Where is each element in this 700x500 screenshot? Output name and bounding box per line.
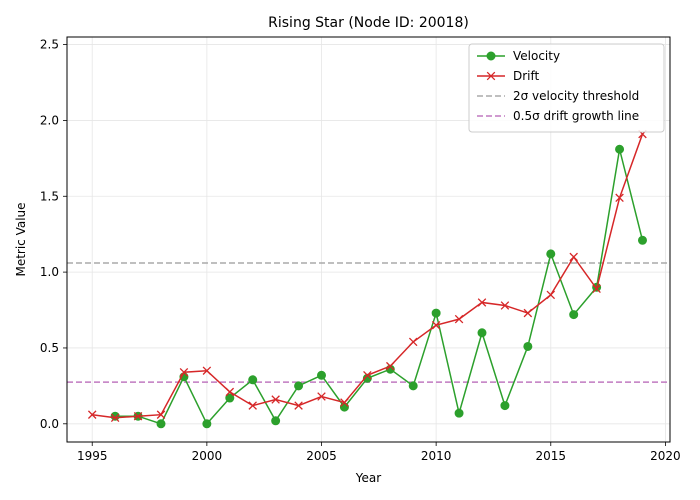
drift-point: [294, 401, 303, 410]
velocity-point: [248, 375, 258, 385]
velocity-point: [637, 235, 647, 245]
drift-point: [87, 410, 97, 419]
legend-label-0-5-drift-growth-line: 0.5σ drift growth line: [513, 109, 639, 123]
velocity-point: [110, 411, 120, 421]
y-tick-label: 1.5: [40, 189, 59, 203]
y-tick-label: 2.0: [40, 113, 59, 127]
legend-drift-point: [486, 71, 496, 81]
x-tick-label: 1995: [77, 449, 108, 463]
drift-point: [317, 392, 326, 401]
velocity-point: [408, 381, 418, 391]
drift-point: [248, 401, 257, 410]
drift-point: [477, 298, 487, 307]
x-tick-label: 2020: [650, 449, 681, 463]
drift-point: [271, 395, 280, 404]
x-axis-title: Year: [355, 471, 381, 485]
velocity-point: [156, 419, 166, 429]
drift-point: [340, 398, 349, 407]
drift-point: [408, 337, 418, 347]
velocity-series: [110, 144, 647, 429]
drift-point: [179, 367, 189, 377]
velocity-point: [431, 308, 441, 318]
y-axis-ticks: 0.0 0.5 1.0 1.5 2.0 2.5: [40, 38, 67, 431]
drift-point: [431, 320, 441, 330]
velocity-point: [362, 373, 372, 383]
y-axis-title: Metric Value: [14, 202, 28, 276]
drift-point: [454, 314, 464, 324]
drift-point: [202, 366, 212, 375]
y-tick-label: 1.0: [40, 265, 59, 279]
legend-box: [468, 43, 665, 133]
legend-label-2-velocity-threshold: 2σ velocity threshold: [513, 89, 639, 103]
drift-point: [363, 370, 372, 380]
velocity-point: [615, 144, 625, 154]
x-tick-label: 2000: [192, 449, 223, 463]
drift-point: [592, 284, 601, 294]
x-axis-ticks: 1995 2000 2005 2010 2015 2020: [77, 442, 681, 463]
legend-label-drift: Drift: [513, 69, 540, 83]
legend: Velocity Drift 2σ velocity threshold 0.5σ d…: [468, 43, 665, 133]
x-tick-label: 2005: [306, 449, 337, 463]
drift-point: [386, 361, 395, 371]
velocity-line: [115, 149, 644, 426]
velocity-point: [546, 249, 556, 259]
velocity-point: [569, 310, 579, 320]
drift-point: [615, 193, 624, 203]
velocity-point: [316, 370, 326, 380]
series-layer: [87, 129, 647, 429]
velocity-point: [294, 381, 304, 391]
drift-point: [500, 301, 510, 310]
legend-label-velocity: Velocity: [513, 49, 560, 63]
y-tick-label: 0.0: [40, 417, 59, 431]
legend-velocity-point: [486, 51, 496, 61]
velocity-point: [477, 328, 487, 338]
x-tick-label: 2010: [421, 449, 452, 463]
velocity-point: [523, 341, 533, 351]
drift-point: [156, 410, 166, 419]
drift-point: [523, 308, 533, 318]
velocity-point: [271, 416, 281, 426]
velocity-point: [202, 419, 212, 429]
drift-point: [569, 252, 578, 262]
velocity-point: [500, 401, 510, 411]
drift-point: [546, 290, 556, 300]
drift-point: [225, 387, 235, 397]
y-tick-label: 2.5: [40, 38, 59, 52]
velocity-point: [225, 393, 235, 403]
chart-title: Rising Star (Node ID: 20018): [268, 15, 469, 31]
plot-frame: [66, 36, 671, 443]
x-tick-label: 2015: [536, 449, 567, 463]
drift-point: [133, 411, 143, 421]
velocity-point: [454, 408, 464, 418]
drift-point: [110, 413, 120, 422]
velocity-point: [339, 402, 349, 412]
y-tick-label: 0.5: [40, 341, 59, 355]
